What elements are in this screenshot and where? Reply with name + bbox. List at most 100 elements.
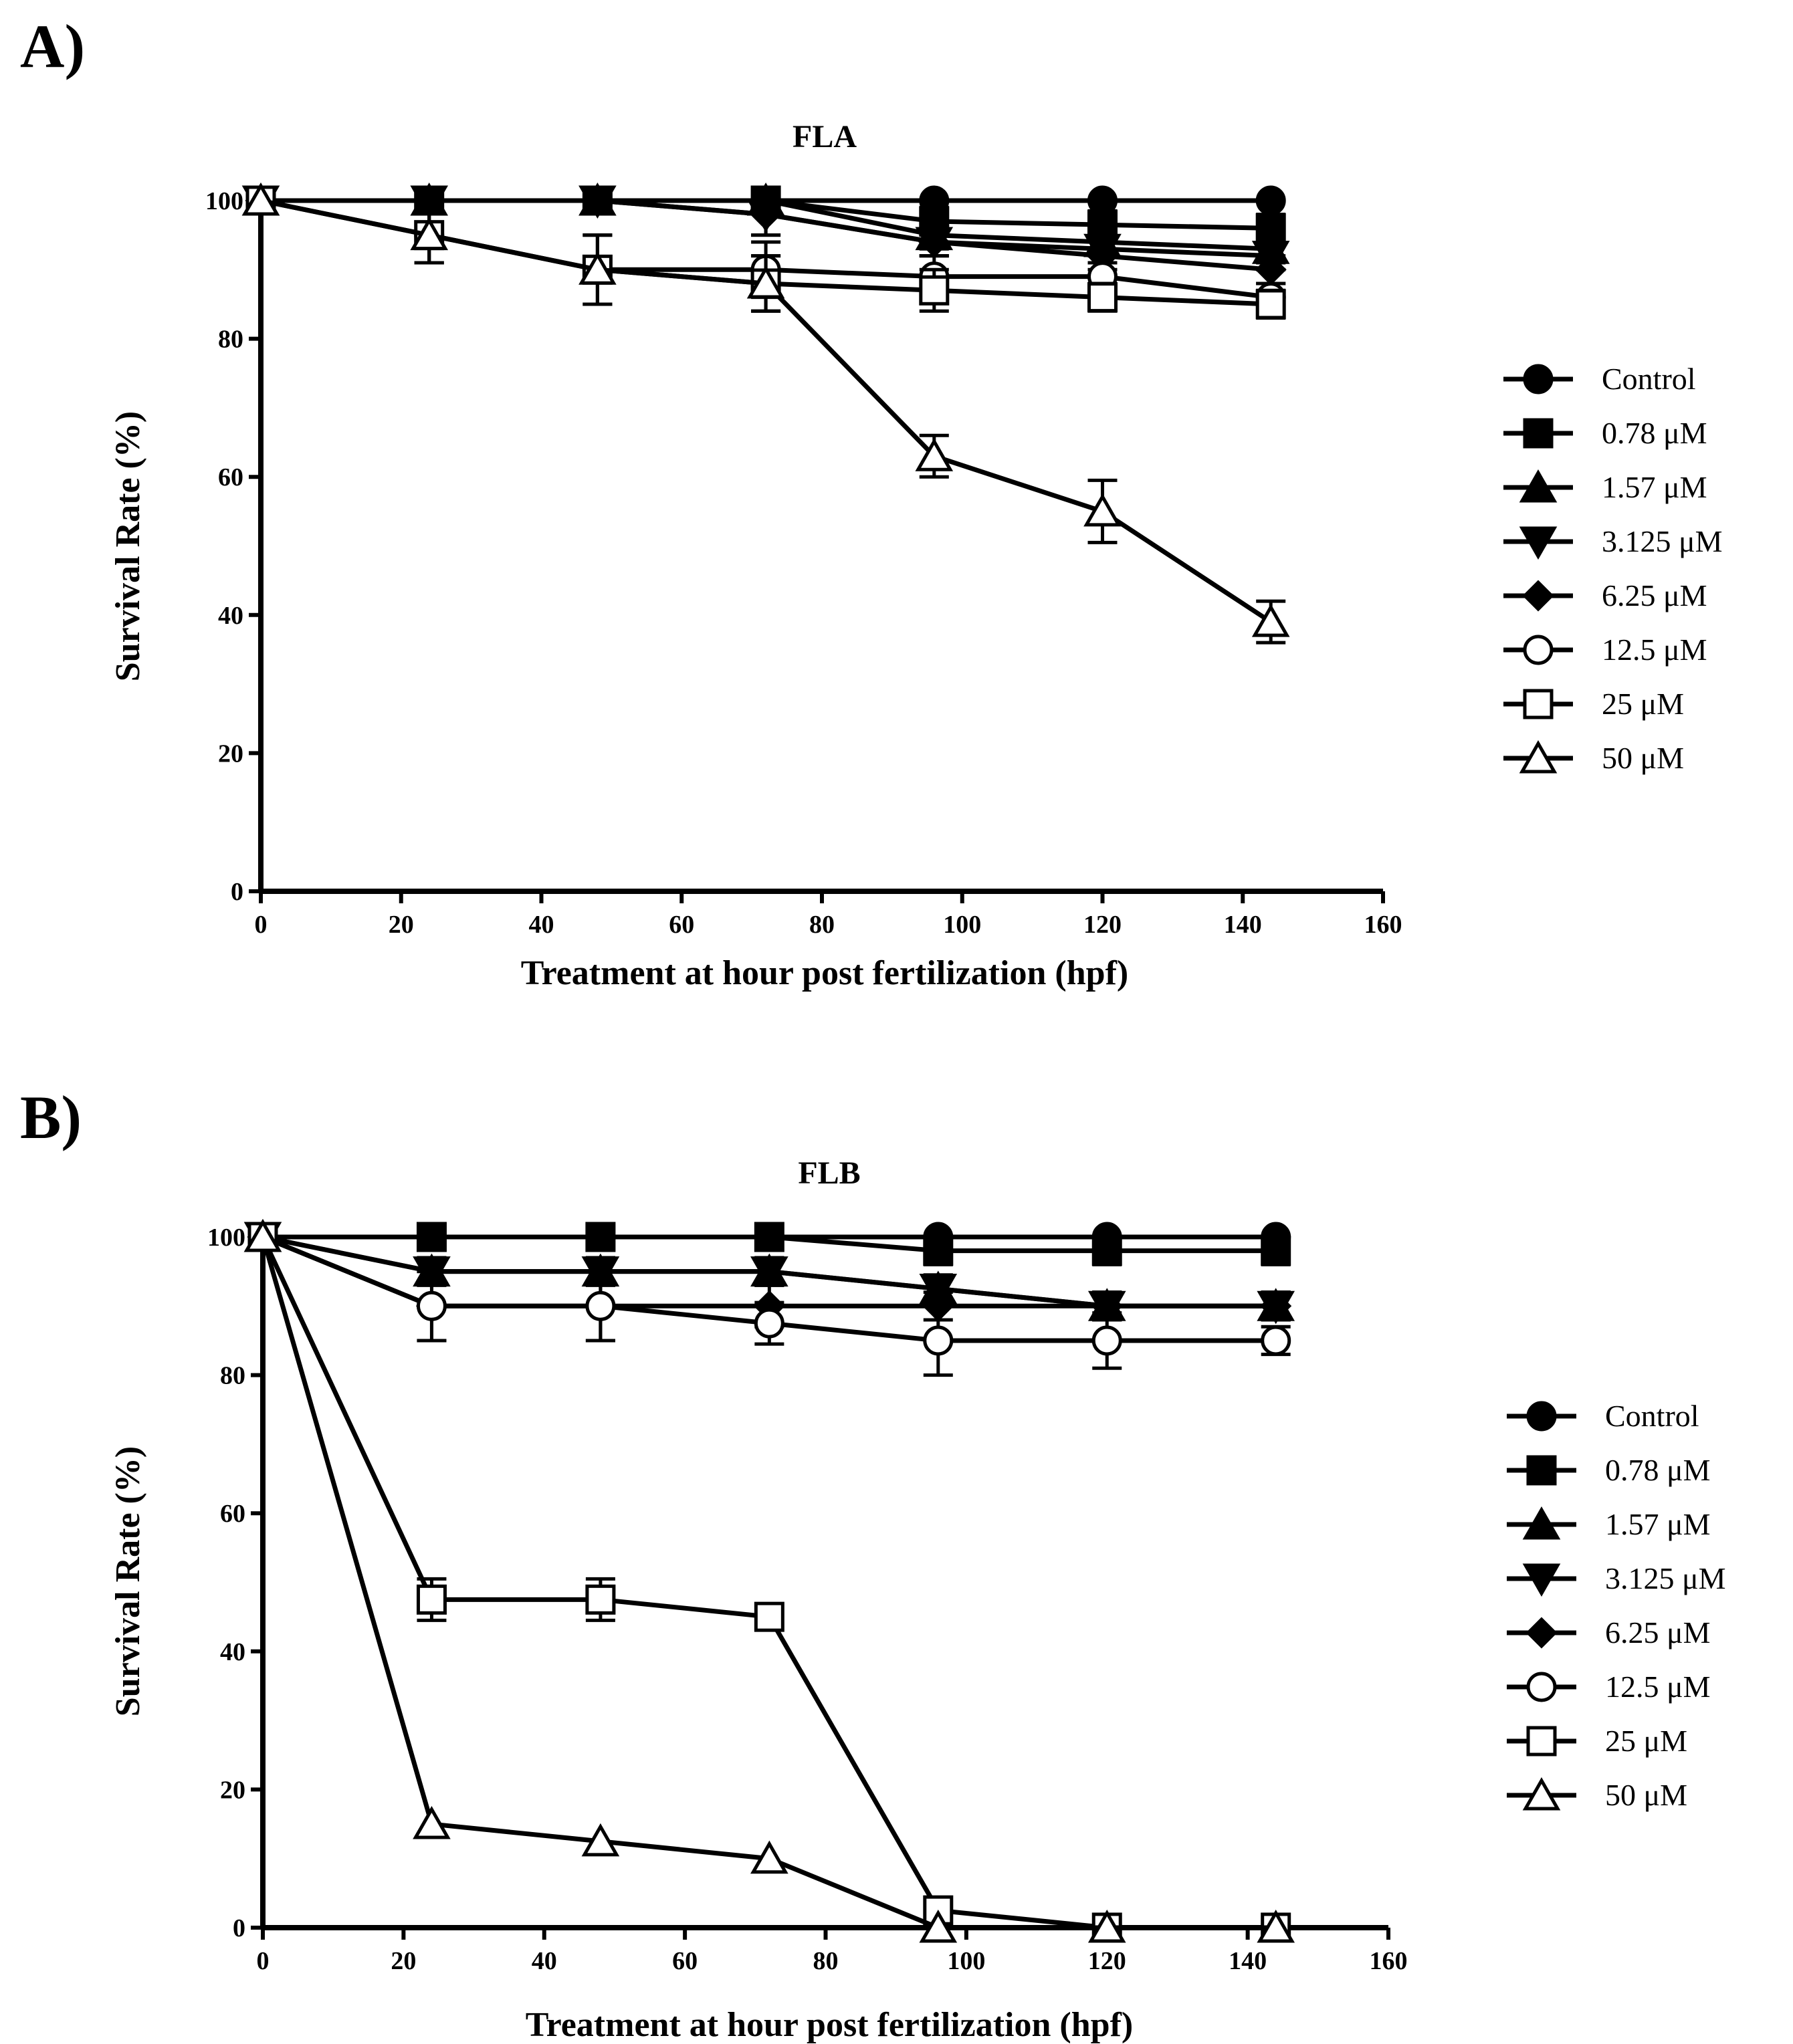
legend-marker	[1523, 364, 1554, 394]
legend-marker	[1523, 418, 1554, 449]
data-point	[754, 1601, 784, 1632]
data-point	[919, 1909, 958, 1943]
legend-label: 50 μM	[1602, 741, 1684, 775]
legend-label: Control	[1602, 362, 1696, 396]
legend-label: 6.25 μM	[1605, 1615, 1711, 1650]
x-tick-label: 120	[1083, 911, 1122, 939]
data-point	[754, 1308, 784, 1339]
y-axis-label: Survival Rate (%)	[109, 1446, 147, 1716]
legend-label: 25 μM	[1605, 1724, 1687, 1758]
x-tick-label: 20	[391, 1947, 416, 1975]
legend-label: 0.78 μM	[1605, 1453, 1711, 1487]
legend-marker	[1526, 1672, 1557, 1702]
legend-item: 12.5 μM	[1507, 1670, 1711, 1704]
data-point	[410, 217, 449, 251]
legend-label: 50 μM	[1605, 1778, 1687, 1812]
legend-marker	[1525, 1617, 1558, 1649]
y-tick-label: 80	[220, 1362, 245, 1390]
legend-marker	[1523, 689, 1554, 719]
legend: Control 0.78 μM 1.57 μM 3.125 μM 6.25 μM 12.5…	[1503, 362, 1723, 775]
legend-label: 1.57 μM	[1602, 470, 1707, 504]
legend: Control 0.78 μM 1.57 μM 3.125 μM 6.25 μM 12.5…	[1507, 1399, 1726, 1812]
chart-flb: FLB Treatment at hour post fertilization…	[109, 1155, 1726, 2044]
legend-marker	[1526, 1455, 1557, 1486]
data-point	[581, 1823, 620, 1857]
x-tick-label: 80	[813, 1947, 839, 1975]
data-point	[581, 185, 613, 217]
legend-label: 3.125 μM	[1602, 524, 1723, 558]
panel-label-a: A)	[20, 12, 85, 80]
x-tick-label: 40	[529, 911, 554, 939]
legend-marker	[1522, 1777, 1561, 1811]
legend-item: 0.78 μM	[1503, 416, 1707, 450]
x-tick-label: 80	[809, 911, 835, 939]
x-tick-label: 0	[257, 1947, 270, 1975]
data-point	[1257, 1909, 1295, 1943]
data-point	[413, 1806, 451, 1839]
legend-label: 12.5 μM	[1602, 633, 1707, 667]
y-tick-label: 20	[220, 1776, 245, 1804]
x-tick-label: 140	[1229, 1947, 1267, 1975]
data-point	[923, 1325, 954, 1356]
x-tick-label: 140	[1224, 911, 1262, 939]
data-point	[416, 1290, 447, 1321]
x-tick-label: 40	[532, 1947, 557, 1975]
data-point	[919, 1273, 958, 1307]
y-tick-label: 60	[218, 463, 243, 491]
data-point	[750, 1256, 788, 1290]
series-50-m	[243, 1218, 1295, 1943]
data-point	[243, 1218, 282, 1252]
y-axis-label: Survival Rate (%)	[109, 411, 147, 681]
legend-item: Control	[1507, 1399, 1699, 1433]
y-tick-label: 60	[220, 1500, 245, 1528]
data-point	[1261, 1236, 1291, 1266]
data-point	[1087, 1909, 1126, 1943]
legend-item: 3.125 μM	[1507, 1561, 1726, 1597]
data-point	[750, 199, 782, 231]
legend-marker	[1522, 1506, 1561, 1540]
data-point	[746, 265, 785, 299]
legend-marker	[1519, 740, 1558, 774]
legend-item: 12.5 μM	[1503, 633, 1707, 667]
chart-title: FLA	[793, 119, 857, 154]
legend-label: 0.78 μM	[1602, 416, 1707, 450]
data-point	[1261, 1325, 1291, 1356]
y-tick-label: 0	[233, 1914, 245, 1942]
legend-marker	[1523, 635, 1554, 665]
y-tick-label: 100	[205, 187, 243, 215]
y-tick-label: 80	[218, 326, 243, 354]
legend-label: 12.5 μM	[1605, 1670, 1711, 1704]
legend-item: 50 μM	[1507, 1777, 1687, 1812]
data-point	[915, 438, 954, 471]
legend-label: 25 μM	[1602, 687, 1684, 721]
series-12-5-m	[247, 1222, 1291, 1377]
data-point	[416, 1584, 447, 1615]
legend-item: 50 μM	[1503, 740, 1684, 775]
legend-marker	[1519, 469, 1558, 503]
chart-title: FLB	[798, 1155, 860, 1191]
y-tick-label: 40	[218, 602, 243, 630]
data-point	[1083, 493, 1122, 527]
x-tick-label: 120	[1088, 1947, 1126, 1975]
legend-item: 3.125 μM	[1503, 524, 1723, 560]
legend-item: 6.25 μM	[1503, 578, 1707, 612]
data-point	[585, 1584, 616, 1615]
x-axis-label: Treatment at hour post fertilization (hp…	[521, 954, 1128, 992]
series-50-m	[241, 182, 1290, 645]
data-point	[750, 1840, 788, 1874]
data-point	[1091, 1236, 1122, 1266]
legend-item: 25 μM	[1507, 1724, 1687, 1758]
y-tick-label: 40	[220, 1638, 245, 1666]
data-point	[416, 1222, 447, 1252]
x-axis-label: Treatment at hour post fertilization (hp…	[526, 2006, 1133, 2044]
data-point	[1087, 282, 1118, 313]
data-point	[1255, 289, 1286, 320]
legend-item: 0.78 μM	[1507, 1453, 1711, 1487]
data-point	[923, 1236, 954, 1266]
data-point	[754, 1222, 784, 1252]
legend-marker	[1522, 580, 1554, 612]
legend-item: 6.25 μM	[1507, 1615, 1711, 1650]
y-tick-label: 20	[218, 740, 243, 768]
x-tick-label: 60	[669, 911, 694, 939]
